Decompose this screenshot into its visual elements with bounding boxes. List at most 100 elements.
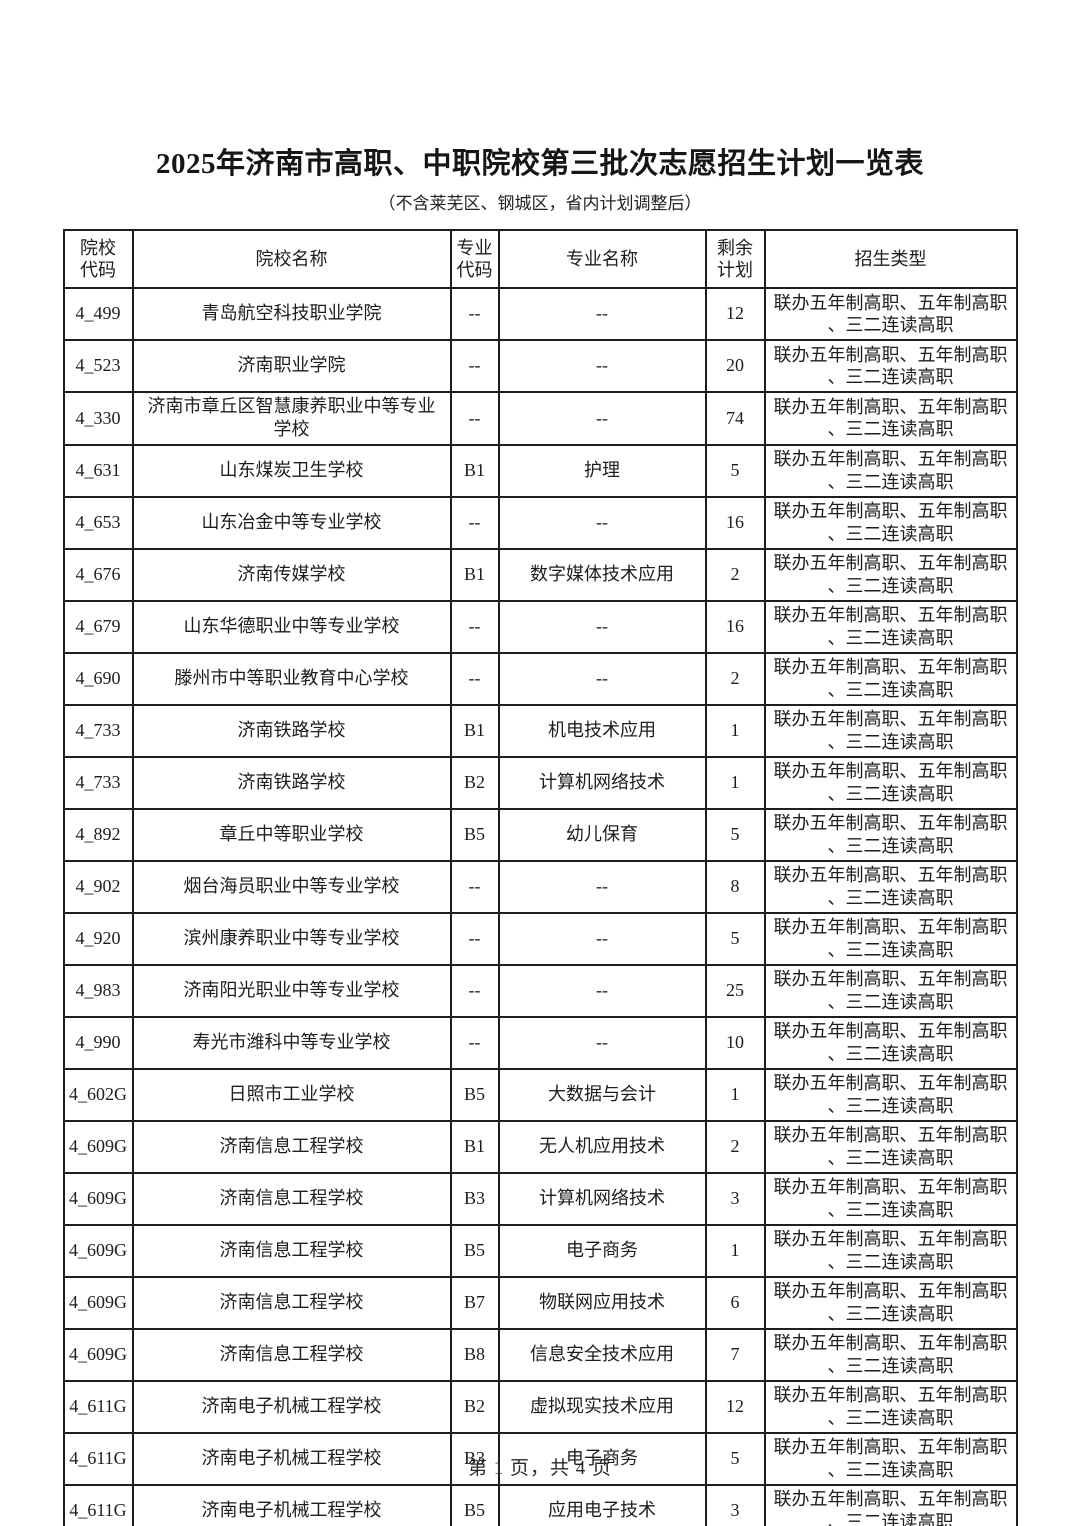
admission-type-cell: 联办五年制高职、五年制高职 、三二连读高职 [763, 1327, 1018, 1382]
header-major-name: 专业名称 [497, 229, 707, 289]
college-name-cell: 滨州康养职业中等专业学校 [131, 911, 452, 966]
college-code-cell: 4_611G [62, 1483, 134, 1526]
remaining-plan-cell: 5 [704, 1431, 766, 1486]
major-name-cell: -- [497, 391, 707, 446]
college-code-cell: 4_330 [62, 391, 134, 446]
major-code-cell: -- [449, 391, 500, 446]
college-name-cell: 济南信息工程学校 [131, 1223, 452, 1278]
table-row: 4_920 滨州康养职业中等专业学校 -- -- 5 联办五年制高职、五年制高职 、三二连… [62, 911, 1018, 966]
college-code-cell: 4_653 [62, 495, 134, 550]
admission-type-cell: 联办五年制高职、五年制高职 、三二连读高职 [763, 495, 1018, 550]
remaining-plan-cell: 6 [704, 1275, 766, 1330]
college-code-cell: 4_690 [62, 651, 134, 706]
table-row: 4_611G 济南电子机械工程学校 B5 应用电子技术 3 联办五年制高职、五年制高职 、… [62, 1483, 1018, 1526]
header-admission-type: 招生类型 [763, 229, 1018, 289]
remaining-plan-cell: 12 [704, 287, 766, 341]
remaining-plan-cell: 12 [704, 1379, 766, 1434]
table-row: 4_609G 济南信息工程学校 B7 物联网应用技术 6 联办五年制高职、五年制高职 、三… [62, 1275, 1018, 1330]
major-code-cell: -- [449, 963, 500, 1018]
remaining-plan-cell: 8 [704, 859, 766, 914]
major-code-cell: B3 [449, 1431, 500, 1486]
admission-type-cell: 联办五年制高职、五年制高职 、三二连读高职 [763, 1483, 1018, 1526]
major-code-cell: -- [449, 339, 500, 393]
college-name-cell: 烟台海员职业中等专业学校 [131, 859, 452, 914]
table-row: 4_892 章丘中等职业学校 B5 幼儿保育 5 联办五年制高职、五年制高职 、三二连读高… [62, 807, 1018, 862]
major-name-cell: 电子商务 [497, 1431, 707, 1486]
table-row: 4_609G 济南信息工程学校 B3 计算机网络技术 3 联办五年制高职、五年制高职 、三… [62, 1171, 1018, 1226]
major-name-cell: 虚拟现实技术应用 [497, 1379, 707, 1434]
college-name-cell: 济南信息工程学校 [131, 1119, 452, 1174]
major-name-cell: -- [497, 287, 707, 341]
major-name-cell: -- [497, 651, 707, 706]
admission-type-cell: 联办五年制高职、五年制高职 、三二连读高职 [763, 1171, 1018, 1226]
table-row: 4_330 济南市章丘区智慧康养职业中等专业学校 -- -- 74 联办五年制高职、五年制… [62, 391, 1018, 446]
college-code-cell: 4_983 [62, 963, 134, 1018]
admission-type-cell: 联办五年制高职、五年制高职 、三二连读高职 [763, 703, 1018, 758]
major-code-cell: B3 [449, 1171, 500, 1226]
major-code-cell: -- [449, 287, 500, 341]
remaining-plan-cell: 74 [704, 391, 766, 446]
college-code-cell: 4_609G [62, 1327, 134, 1382]
major-name-cell: -- [497, 911, 707, 966]
college-name-cell: 滕州市中等职业教育中心学校 [131, 651, 452, 706]
major-code-cell: B1 [449, 703, 500, 758]
college-name-cell: 济南电子机械工程学校 [131, 1483, 452, 1526]
college-name-cell: 章丘中等职业学校 [131, 807, 452, 862]
major-code-cell: B2 [449, 755, 500, 810]
college-code-cell: 4_990 [62, 1015, 134, 1070]
college-name-cell: 济南传媒学校 [131, 547, 452, 602]
major-code-cell: B5 [449, 807, 500, 862]
remaining-plan-cell: 2 [704, 547, 766, 602]
major-code-cell: B7 [449, 1275, 500, 1330]
major-name-cell: 信息安全技术应用 [497, 1327, 707, 1382]
admission-type-cell: 联办五年制高职、五年制高职 、三二连读高职 [763, 651, 1018, 706]
admission-type-cell: 联办五年制高职、五年制高职 、三二连读高职 [763, 287, 1018, 341]
major-code-cell: -- [449, 651, 500, 706]
table-header-row: 院校 代码 院校名称 专业 代码 专业名称 剩余 计划 招生类型 [62, 229, 1018, 289]
admission-type-cell: 联办五年制高职、五年制高职 、三二连读高职 [763, 1067, 1018, 1122]
table-row: 4_609G 济南信息工程学校 B8 信息安全技术应用 7 联办五年制高职、五年制高职 、… [62, 1327, 1018, 1382]
college-name-cell: 济南电子机械工程学校 [131, 1379, 452, 1434]
header-major-code: 专业 代码 [449, 229, 500, 289]
college-code-cell: 4_892 [62, 807, 134, 862]
admission-type-cell: 联办五年制高职、五年制高职 、三二连读高职 [763, 1015, 1018, 1070]
table-row: 4_902 烟台海员职业中等专业学校 -- -- 8 联办五年制高职、五年制高职 、三二连… [62, 859, 1018, 914]
major-code-cell: B1 [449, 443, 500, 498]
remaining-plan-cell: 3 [704, 1483, 766, 1526]
admission-type-cell: 联办五年制高职、五年制高职 、三二连读高职 [763, 1119, 1018, 1174]
admission-type-cell: 联办五年制高职、五年制高职 、三二连读高职 [763, 1275, 1018, 1330]
college-name-cell: 山东煤炭卫生学校 [131, 443, 452, 498]
major-name-cell: 物联网应用技术 [497, 1275, 707, 1330]
table-row: 4_983 济南阳光职业中等专业学校 -- -- 25 联办五年制高职、五年制高职 、三二… [62, 963, 1018, 1018]
major-name-cell: 计算机网络技术 [497, 1171, 707, 1226]
admission-type-cell: 联办五年制高职、五年制高职 、三二连读高职 [763, 755, 1018, 810]
admission-type-cell: 联办五年制高职、五年制高职 、三二连读高职 [763, 807, 1018, 862]
major-code-cell: -- [449, 911, 500, 966]
table-row: 4_690 滕州市中等职业教育中心学校 -- -- 2 联办五年制高职、五年制高职 、三二… [62, 651, 1018, 706]
major-code-cell: B5 [449, 1223, 500, 1278]
college-code-cell: 4_920 [62, 911, 134, 966]
remaining-plan-cell: 2 [704, 651, 766, 706]
college-code-cell: 4_676 [62, 547, 134, 602]
admission-type-cell: 联办五年制高职、五年制高职 、三二连读高职 [763, 547, 1018, 602]
admission-type-cell: 联办五年制高职、五年制高职 、三二连读高职 [763, 599, 1018, 654]
college-name-cell: 济南阳光职业中等专业学校 [131, 963, 452, 1018]
remaining-plan-cell: 1 [704, 755, 766, 810]
table-row: 4_733 济南铁路学校 B1 机电技术应用 1 联办五年制高职、五年制高职 、三二连读高… [62, 703, 1018, 758]
college-code-cell: 4_609G [62, 1171, 134, 1226]
major-code-cell: B2 [449, 1379, 500, 1434]
college-name-cell: 济南信息工程学校 [131, 1327, 452, 1382]
admission-type-cell: 联办五年制高职、五年制高职 、三二连读高职 [763, 339, 1018, 393]
major-name-cell: -- [497, 495, 707, 550]
college-code-cell: 4_611G [62, 1431, 134, 1486]
college-code-cell: 4_609G [62, 1223, 134, 1278]
admission-type-cell: 联办五年制高职、五年制高职 、三二连读高职 [763, 1379, 1018, 1434]
major-name-cell: -- [497, 339, 707, 393]
major-name-cell: 护理 [497, 443, 707, 498]
admission-type-cell: 联办五年制高职、五年制高职 、三二连读高职 [763, 1223, 1018, 1278]
major-name-cell: 数字媒体技术应用 [497, 547, 707, 602]
remaining-plan-cell: 25 [704, 963, 766, 1018]
major-code-cell: B1 [449, 547, 500, 602]
table-row: 4_609G 济南信息工程学校 B5 电子商务 1 联办五年制高职、五年制高职 、三二连读… [62, 1223, 1018, 1278]
